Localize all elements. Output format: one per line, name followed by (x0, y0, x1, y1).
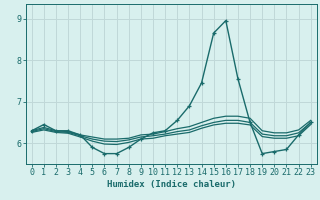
X-axis label: Humidex (Indice chaleur): Humidex (Indice chaleur) (107, 180, 236, 189)
